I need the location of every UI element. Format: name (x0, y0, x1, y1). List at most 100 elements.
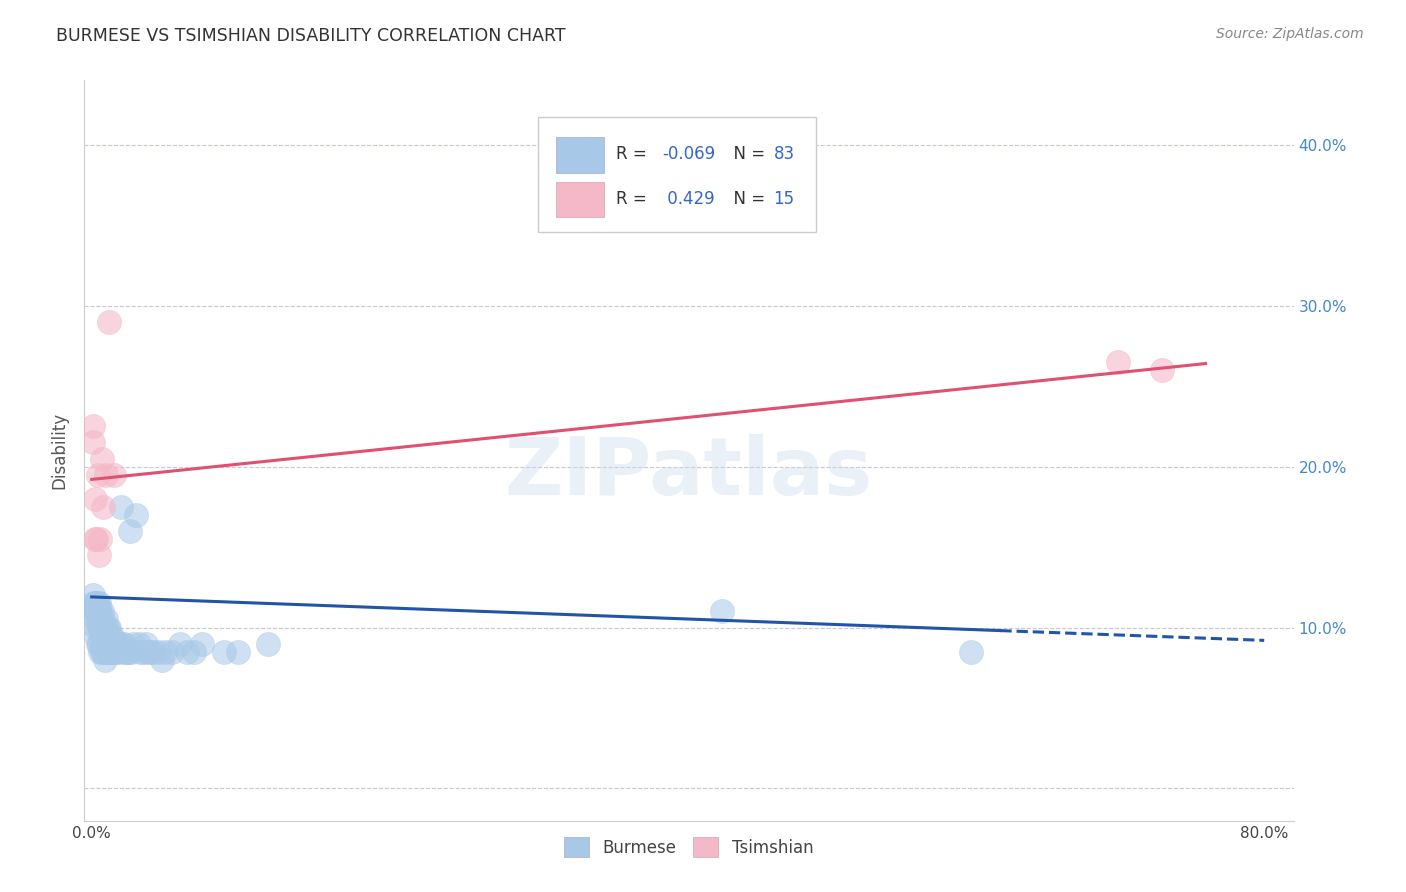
Point (86, 467, 108, 482)
Point (118, 524, 141, 538)
Point (87, 548, 110, 562)
Point (162, 645, 184, 659)
Point (83, 596, 105, 610)
Point (82, 435, 104, 450)
Text: ZIPatlas: ZIPatlas (505, 434, 873, 512)
Point (96, 612, 118, 626)
Point (93, 628, 115, 642)
Point (97, 620, 120, 634)
Point (93, 645, 115, 659)
Point (105, 637, 128, 651)
Point (136, 645, 159, 659)
Point (101, 628, 124, 642)
Point (101, 645, 124, 659)
Point (117, 645, 139, 659)
Point (84, 612, 107, 626)
Point (107, 637, 129, 651)
Point (710, 604, 733, 618)
Text: 15: 15 (773, 190, 794, 208)
Point (94, 620, 117, 634)
Point (96, 628, 118, 642)
Point (139, 645, 162, 659)
Point (96, 467, 118, 482)
Point (93, 612, 115, 626)
Point (82, 419, 104, 434)
Point (121, 637, 143, 651)
Point (128, 637, 150, 651)
Point (87, 637, 110, 651)
Text: BURMESE VS TSIMSHIAN DISABILITY CORRELATION CHART: BURMESE VS TSIMSHIAN DISABILITY CORRELAT… (56, 27, 565, 45)
Point (94, 653, 117, 667)
FancyBboxPatch shape (555, 137, 605, 173)
Text: R =: R = (616, 145, 652, 163)
Point (82, 588, 104, 602)
Point (103, 637, 125, 651)
Point (103, 645, 125, 659)
Point (226, 645, 249, 659)
Point (110, 500, 132, 514)
Point (84, 604, 107, 618)
Point (98, 315, 121, 329)
Point (100, 645, 122, 659)
Point (91, 628, 114, 642)
Point (103, 467, 125, 482)
Point (89, 604, 111, 618)
Point (86, 596, 108, 610)
Text: 83: 83 (773, 145, 794, 163)
Text: R =: R = (616, 190, 652, 208)
Point (84, 532, 107, 546)
Text: N =: N = (723, 190, 770, 208)
Point (82, 596, 104, 610)
Point (111, 637, 134, 651)
Point (91, 645, 114, 659)
Point (89, 620, 111, 634)
Point (91, 451, 114, 466)
Point (960, 645, 983, 659)
Point (86, 604, 108, 618)
Point (96, 645, 118, 659)
Text: 0.429: 0.429 (662, 190, 716, 208)
Point (86, 612, 108, 626)
Point (153, 645, 176, 659)
Point (1150, 363, 1173, 377)
Point (104, 637, 127, 651)
Point (120, 645, 142, 659)
Point (114, 645, 136, 659)
Point (150, 653, 173, 667)
Point (146, 645, 169, 659)
Point (87, 596, 110, 610)
Point (91, 620, 114, 634)
Point (89, 612, 111, 626)
Point (115, 645, 138, 659)
Point (135, 637, 157, 651)
Point (98, 645, 121, 659)
Point (83, 491, 105, 506)
Text: -0.069: -0.069 (662, 145, 716, 163)
Point (129, 645, 152, 659)
Point (104, 645, 127, 659)
Point (142, 645, 165, 659)
Point (176, 645, 198, 659)
Point (108, 645, 131, 659)
Point (190, 637, 212, 651)
Point (112, 637, 135, 651)
Point (93, 500, 115, 514)
Point (97, 645, 120, 659)
Point (84, 620, 107, 634)
Point (96, 620, 118, 634)
Point (84, 628, 107, 642)
Point (89, 532, 111, 546)
Point (83, 532, 105, 546)
Point (124, 508, 146, 522)
Text: N =: N = (723, 145, 770, 163)
Point (183, 645, 205, 659)
Point (132, 645, 155, 659)
Point (91, 604, 114, 618)
Point (98, 637, 121, 651)
Point (87, 620, 110, 634)
FancyBboxPatch shape (538, 117, 815, 232)
Point (212, 645, 235, 659)
Point (256, 637, 278, 651)
Point (83, 612, 105, 626)
FancyBboxPatch shape (555, 182, 605, 218)
